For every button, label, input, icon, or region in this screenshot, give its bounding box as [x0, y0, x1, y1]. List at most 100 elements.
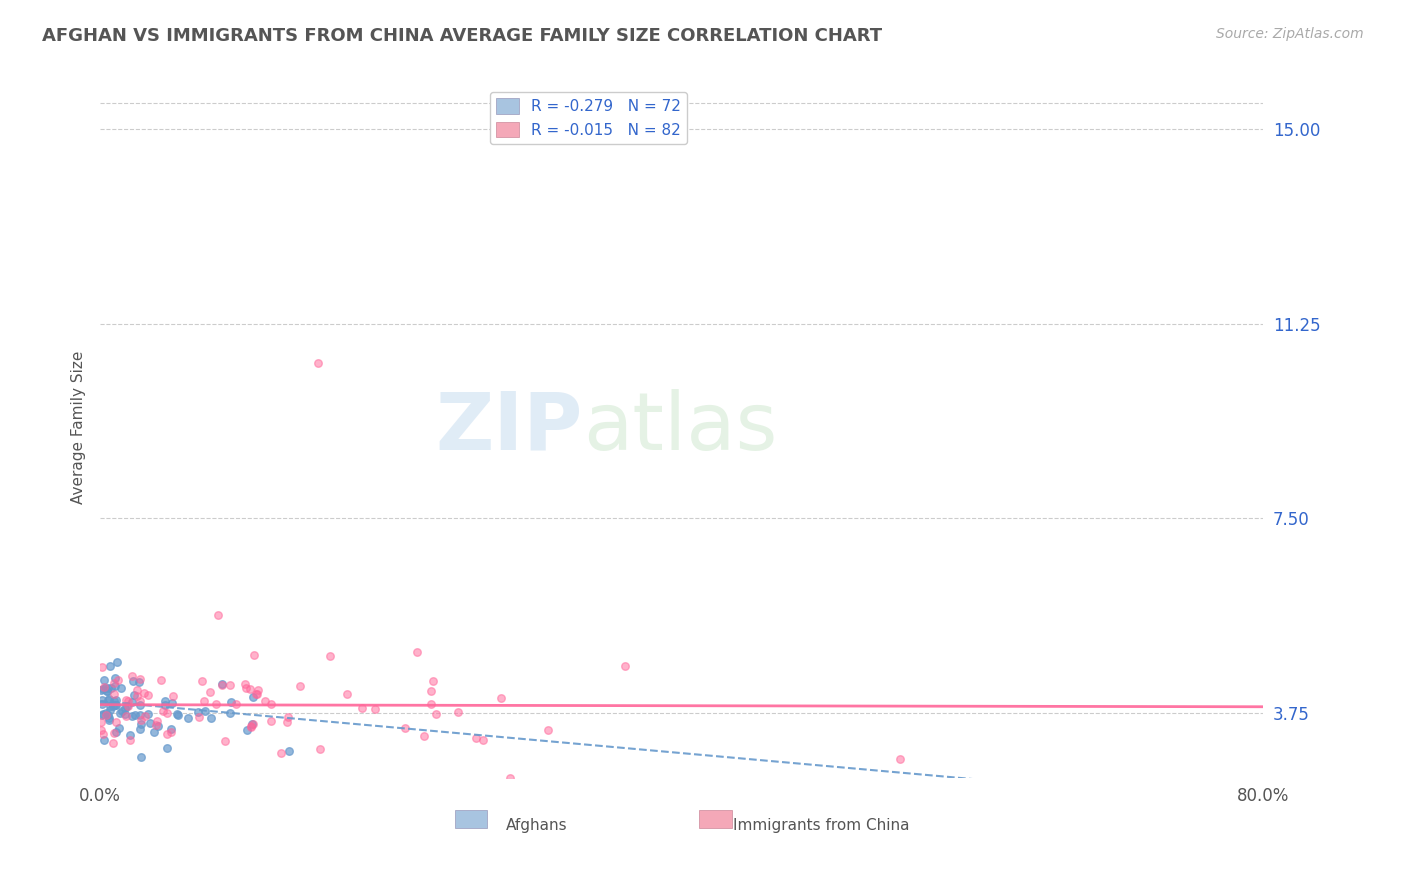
Text: atlas: atlas — [583, 389, 778, 467]
Point — [364, 701, 387, 715]
Point — [110, 681, 132, 696]
Point — [93, 681, 115, 695]
Point — [108, 721, 131, 735]
Point — [214, 734, 236, 748]
Point — [121, 709, 143, 723]
Point — [146, 714, 169, 728]
Point — [120, 733, 142, 747]
Point — [406, 645, 429, 659]
Point — [278, 744, 301, 758]
Point — [242, 717, 264, 731]
Point — [118, 728, 141, 742]
Point — [122, 688, 145, 702]
Point — [125, 683, 148, 698]
Point — [127, 689, 149, 703]
Point — [93, 680, 115, 694]
Point — [103, 726, 125, 740]
Point — [465, 731, 488, 746]
Point — [117, 694, 139, 708]
Point — [260, 697, 283, 711]
Point — [93, 673, 115, 687]
Point — [425, 706, 447, 721]
Point — [108, 706, 131, 720]
Point — [156, 706, 179, 720]
Text: Source: ZipAtlas.com: Source: ZipAtlas.com — [1216, 27, 1364, 41]
Point — [98, 699, 121, 714]
Point — [115, 699, 138, 714]
Point — [156, 741, 179, 756]
Point — [270, 746, 292, 760]
Point — [96, 684, 118, 698]
Point — [198, 685, 221, 699]
Point — [136, 688, 159, 702]
Point — [447, 705, 470, 719]
Point — [152, 704, 174, 718]
Point — [121, 695, 143, 709]
Point — [160, 697, 183, 711]
Point — [225, 697, 247, 711]
Point — [100, 681, 122, 695]
Point — [235, 681, 257, 695]
Point — [412, 729, 434, 743]
Point — [190, 674, 212, 689]
Point — [107, 673, 129, 688]
Text: AFGHAN VS IMMIGRANTS FROM CHINA AVERAGE FAMILY SIZE CORRELATION CHART: AFGHAN VS IMMIGRANTS FROM CHINA AVERAGE … — [42, 27, 883, 45]
Point — [246, 686, 269, 700]
Point — [104, 714, 127, 729]
Point — [288, 679, 311, 693]
Point — [491, 691, 513, 706]
Text: Afghans: Afghans — [506, 818, 567, 833]
Legend: R = -0.279   N = 72, R = -0.015   N = 82: R = -0.279 N = 72, R = -0.015 N = 82 — [491, 92, 688, 144]
Point — [472, 732, 495, 747]
Point — [277, 710, 299, 724]
Point — [187, 706, 209, 720]
Point — [128, 698, 150, 712]
Point — [193, 694, 215, 708]
Text: Immigrants from China: Immigrants from China — [733, 818, 910, 833]
Point — [98, 710, 121, 724]
Point — [242, 648, 264, 663]
Point — [142, 725, 165, 739]
Point — [91, 727, 114, 741]
Point — [194, 705, 217, 719]
Point — [131, 750, 153, 764]
Point — [156, 727, 179, 741]
Point — [134, 709, 156, 723]
Point — [233, 677, 256, 691]
Point — [124, 707, 146, 722]
Point — [128, 694, 150, 708]
Point — [114, 701, 136, 715]
Point — [91, 706, 114, 721]
Point — [90, 714, 112, 729]
Point — [211, 678, 233, 692]
Point — [117, 699, 139, 714]
Point — [90, 692, 112, 706]
Point — [132, 686, 155, 700]
Point — [499, 771, 522, 785]
Point — [245, 687, 267, 701]
Point — [91, 660, 114, 674]
Point — [536, 723, 558, 738]
Point — [242, 717, 264, 731]
Point — [110, 704, 132, 718]
Point — [167, 707, 190, 722]
Point — [129, 707, 152, 722]
Point — [200, 711, 222, 725]
FancyBboxPatch shape — [456, 811, 488, 828]
Point — [419, 684, 441, 698]
Point — [96, 692, 118, 706]
Text: ZIP: ZIP — [436, 389, 583, 467]
Point — [93, 733, 115, 747]
Point — [159, 722, 181, 736]
Point — [103, 687, 125, 701]
Point — [614, 658, 637, 673]
Point — [105, 655, 128, 669]
Point — [121, 668, 143, 682]
Point — [90, 683, 112, 698]
Point — [352, 700, 374, 714]
Point — [889, 752, 911, 766]
Point — [319, 649, 342, 664]
Point — [104, 698, 127, 712]
Point — [336, 687, 359, 701]
Point — [91, 697, 114, 711]
